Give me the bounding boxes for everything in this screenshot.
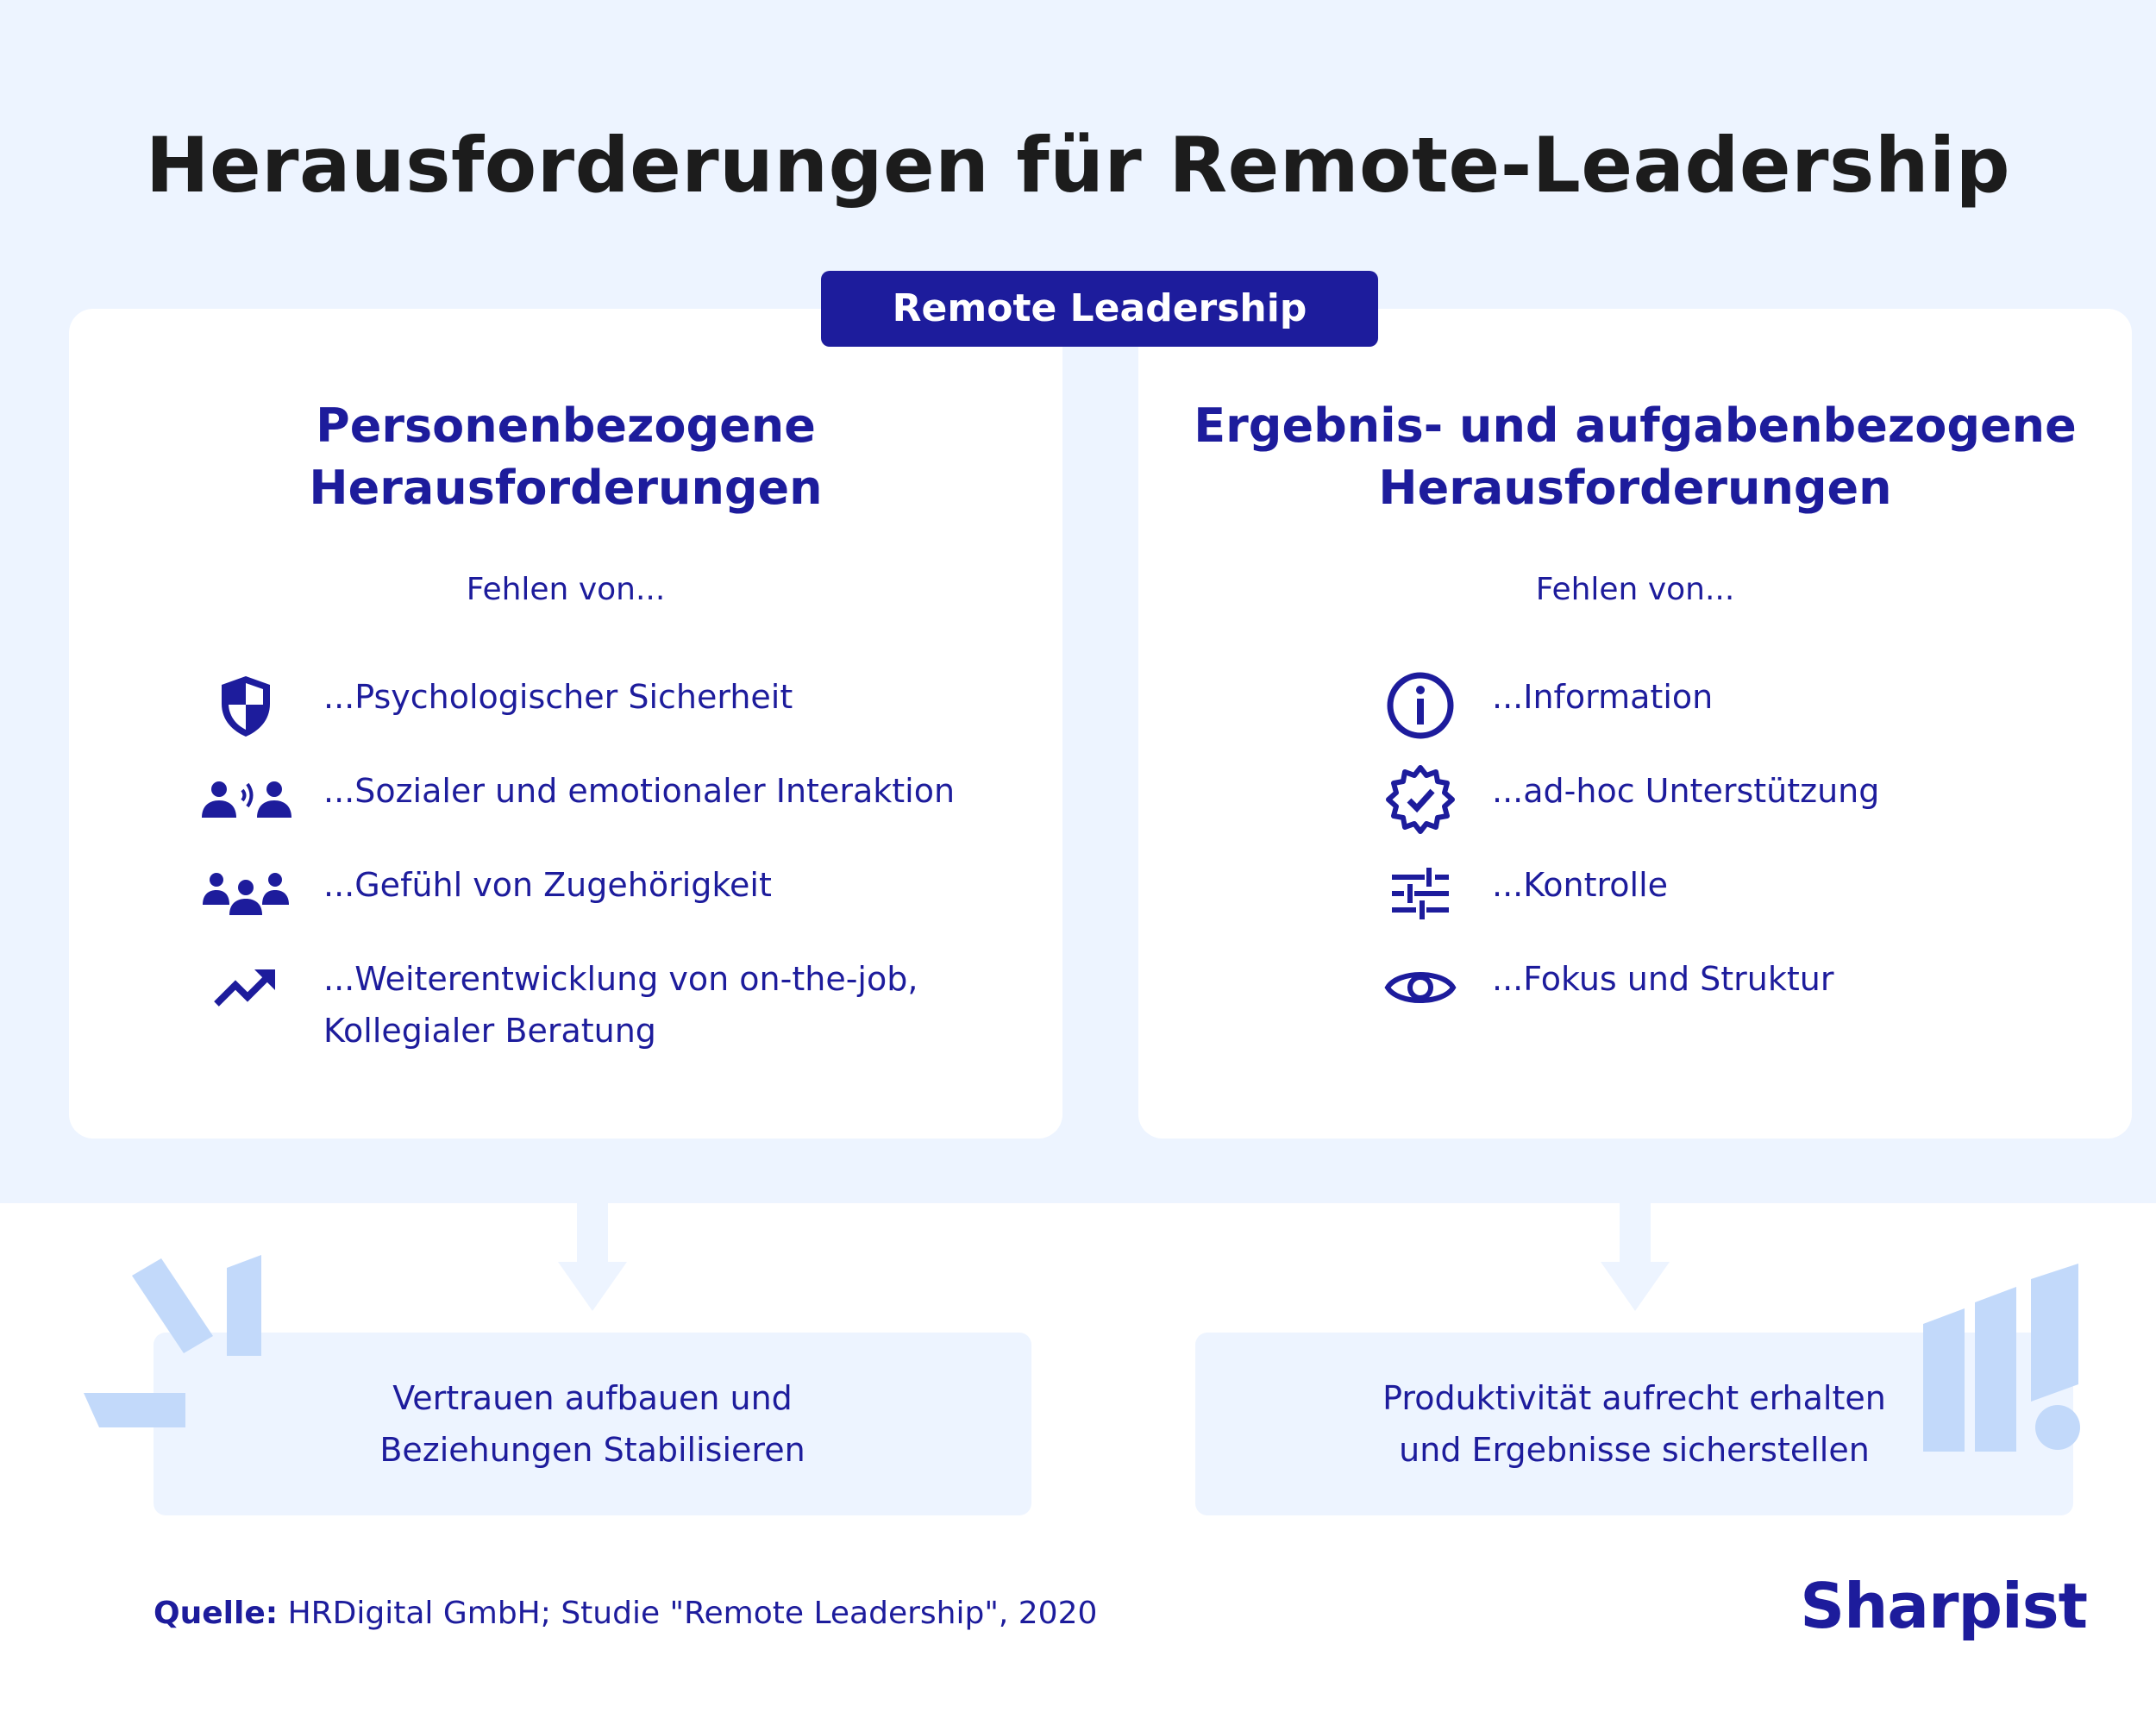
- gear-check-icon: [1373, 765, 1468, 834]
- list-item: ...Weiterentwicklung von on-the-job, Kol…: [69, 953, 1062, 1050]
- list-item: ...Fokus und Struktur: [1138, 953, 2132, 1022]
- card-heading: Personenbezogene Herausforderungen: [309, 398, 823, 515]
- list-item: ...Psychologischer Sicherheit: [69, 671, 1062, 740]
- list-item: ...Sozialer und emotionaler Interaktion: [69, 765, 1062, 834]
- people-challenges-card: Personenbezogene Herausforderungen Fehle…: [69, 309, 1062, 1138]
- list-item: ...Information: [1138, 671, 2132, 740]
- list-item: ...Kontrolle: [1138, 859, 2132, 928]
- list-item: ...ad-hoc Unterstützung: [1138, 765, 2132, 834]
- trending-up-icon: [198, 953, 293, 1022]
- page-title: Herausforderungen für Remote-Leadership: [145, 121, 2011, 210]
- result-box-productivity: Produktivität aufrecht erhalten und Erge…: [1195, 1333, 2073, 1515]
- eye-icon: [1373, 953, 1468, 1022]
- sliders-icon: [1373, 859, 1468, 928]
- result-box-trust: Vertrauen aufbauen und Beziehungen Stabi…: [154, 1333, 1031, 1515]
- sharpist-logo: Sharpist: [1800, 1570, 2088, 1642]
- shield-icon: [198, 671, 293, 740]
- exclamation-decoration-icon: [1923, 1264, 2080, 1452]
- source-note: Quelle: HRDigital GmbH; Studie "Remote L…: [154, 1596, 1098, 1631]
- people-talking-icon: [198, 765, 293, 834]
- group-icon: [198, 859, 293, 928]
- card-subtitle: Fehlen von...: [466, 572, 666, 607]
- task-challenges-card: Ergebnis- und aufgabenbezogene Herausfor…: [1138, 309, 2132, 1138]
- arrow-down-icon: [1601, 1203, 1670, 1311]
- card-subtitle: Fehlen von...: [1535, 572, 1735, 607]
- arrow-down-icon: [558, 1203, 627, 1311]
- remote-leadership-label: Remote Leadership: [821, 271, 1378, 347]
- list-item: ...Gefühl von Zugehörigkeit: [69, 859, 1062, 928]
- card-heading: Ergebnis- und aufgabenbezogene Herausfor…: [1194, 398, 2077, 515]
- sparkle-decoration-icon: [84, 1255, 261, 1427]
- info-icon: [1373, 671, 1468, 740]
